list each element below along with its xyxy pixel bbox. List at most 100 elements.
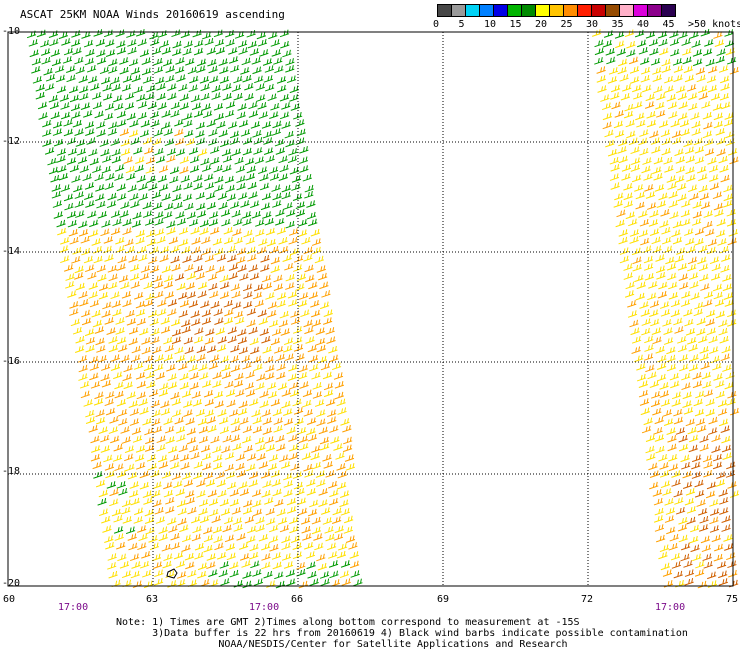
wind-barb xyxy=(663,327,673,336)
wind-barb xyxy=(166,154,176,163)
wind-barb xyxy=(185,282,195,290)
wind-barb xyxy=(678,434,688,443)
wind-barb xyxy=(640,57,650,65)
wind-barb xyxy=(230,434,240,443)
wind-barb xyxy=(681,199,691,208)
wind-barb xyxy=(261,274,272,283)
wind-barb xyxy=(74,200,84,208)
wind-barb xyxy=(266,517,276,526)
wind-barb xyxy=(246,453,257,461)
wind-barb xyxy=(173,480,183,489)
wind-barb xyxy=(318,499,328,507)
wind-barb xyxy=(72,326,83,335)
wind-barb xyxy=(177,571,187,579)
wind-barb xyxy=(298,292,309,300)
wind-barb xyxy=(666,346,676,355)
wind-barb xyxy=(131,345,141,354)
wind-barb xyxy=(197,290,207,299)
wind-barb xyxy=(727,309,737,318)
wind-barb xyxy=(153,578,164,586)
wind-barb xyxy=(128,326,139,335)
wind-barb xyxy=(210,157,220,165)
wind-barb xyxy=(309,578,319,586)
wind-barb xyxy=(337,470,347,479)
wind-barb xyxy=(672,236,683,245)
wind-barb xyxy=(284,353,294,362)
wind-barb xyxy=(80,390,91,399)
wind-barb xyxy=(258,111,268,119)
wind-barb xyxy=(149,31,159,40)
wind-barb xyxy=(236,175,246,184)
wind-barb xyxy=(130,200,140,209)
wind-barb xyxy=(281,102,291,110)
wind-barb xyxy=(718,319,728,328)
wind-barb xyxy=(703,299,713,307)
note-line-2: 3)Data buffer is 22 hrs from 20160619 4)… xyxy=(116,628,688,639)
wind-barb xyxy=(199,515,210,524)
wind-barb xyxy=(697,580,707,589)
wind-barb xyxy=(678,273,688,281)
wind-barb xyxy=(215,46,226,55)
wind-barb xyxy=(268,319,279,328)
wind-barb xyxy=(249,272,260,281)
wind-barb xyxy=(631,157,641,165)
wind-barb xyxy=(35,91,45,100)
wind-barb xyxy=(56,148,67,156)
wind-barb xyxy=(121,83,132,92)
wind-barb xyxy=(130,137,140,145)
wind-barb xyxy=(242,506,253,515)
wind-barb xyxy=(283,561,294,569)
wind-barb xyxy=(146,454,157,462)
wind-barb xyxy=(116,470,127,478)
wind-barb xyxy=(628,218,638,227)
wind-barb xyxy=(696,74,706,83)
wind-barb xyxy=(350,570,360,578)
wind-barb xyxy=(63,118,73,127)
wind-barb xyxy=(224,534,235,543)
wind-barb xyxy=(244,515,255,524)
wind-barb xyxy=(110,210,121,218)
wind-barb xyxy=(661,226,671,235)
wind-barb xyxy=(702,111,713,120)
wind-barb xyxy=(59,94,69,102)
wind-barb xyxy=(257,38,268,47)
wind-barb xyxy=(640,237,650,246)
wind-barb xyxy=(278,236,288,245)
wind-barb xyxy=(155,372,165,380)
wind-barb xyxy=(78,220,88,229)
wind-barb xyxy=(274,138,285,147)
wind-barb xyxy=(626,49,636,58)
wind-barb xyxy=(650,137,661,145)
wind-barb xyxy=(252,355,262,364)
wind-barb xyxy=(245,371,255,379)
wind-barb xyxy=(112,308,122,317)
wind-barb xyxy=(303,409,313,417)
wind-barb xyxy=(50,49,60,57)
wind-barb xyxy=(137,112,147,120)
wind-barb xyxy=(333,372,344,380)
wind-barb xyxy=(721,515,731,523)
wind-barb xyxy=(317,562,328,571)
wind-barb xyxy=(712,453,723,462)
wind-barb xyxy=(99,66,110,75)
wind-barb xyxy=(108,281,118,290)
wind-barb xyxy=(241,57,251,66)
wind-barb xyxy=(49,101,60,110)
wind-barb xyxy=(217,336,227,344)
wind-barb xyxy=(126,318,137,326)
wind-barb xyxy=(684,569,695,577)
wind-barb xyxy=(326,336,336,345)
wind-barb xyxy=(627,300,637,308)
wind-barb xyxy=(64,202,74,211)
wind-barb xyxy=(139,407,149,415)
wind-barb xyxy=(124,453,134,462)
wind-barb xyxy=(168,525,178,533)
wind-barb xyxy=(104,182,114,190)
wind-barb xyxy=(75,210,85,218)
wind-barb xyxy=(678,101,688,110)
wind-barb xyxy=(237,407,248,416)
wind-barb xyxy=(192,29,202,38)
wind-barb xyxy=(74,56,84,65)
wind-barb xyxy=(628,56,639,65)
wind-barb xyxy=(322,517,332,525)
